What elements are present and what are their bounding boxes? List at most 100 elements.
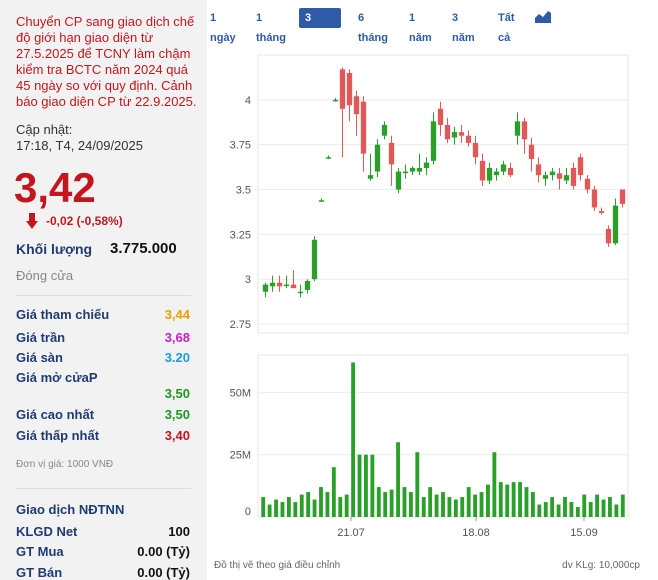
volume-bar bbox=[563, 497, 567, 517]
y-tick-label: 50M bbox=[230, 387, 251, 399]
area-chart-icon[interactable] bbox=[535, 9, 551, 23]
volume-bar bbox=[428, 487, 433, 517]
candle-body bbox=[395, 171, 402, 190]
candle-body bbox=[479, 160, 486, 181]
update-label: Cập nhật: bbox=[16, 122, 73, 137]
volume-value: 3.775.000 bbox=[110, 240, 177, 257]
candle-body bbox=[409, 167, 416, 172]
volume-bar bbox=[550, 497, 555, 517]
volume-bar bbox=[511, 482, 516, 517]
candle-body bbox=[493, 171, 500, 176]
tab-period[interactable]: 3 năm bbox=[452, 12, 475, 44]
candle-body bbox=[556, 173, 563, 179]
candle-body bbox=[528, 144, 535, 160]
volume-bar bbox=[408, 492, 413, 517]
tab-period[interactable]: 3 tháng bbox=[299, 8, 341, 44]
y-tick-label: 3.25 bbox=[230, 229, 251, 241]
foreign-value: 0.00 (Tỷ) bbox=[137, 544, 190, 559]
volume-bar bbox=[325, 492, 330, 517]
candle-body bbox=[332, 99, 339, 102]
y-tick-label: 3.5 bbox=[236, 185, 251, 197]
volume-bar bbox=[447, 497, 452, 517]
candle-body bbox=[430, 121, 437, 161]
candle-body bbox=[612, 205, 619, 244]
candle-body bbox=[318, 200, 325, 202]
candle-body bbox=[542, 175, 549, 179]
divider bbox=[16, 295, 191, 296]
candle-body bbox=[283, 284, 290, 287]
volume-bar bbox=[421, 497, 426, 517]
volume-bar bbox=[614, 504, 619, 517]
candle-body bbox=[563, 175, 570, 181]
stat-value: 3.20 bbox=[164, 350, 190, 365]
chart-footnote: Đồ thị vẽ theo giá điều chỉnh bbox=[214, 560, 341, 571]
volume-bar bbox=[415, 452, 420, 517]
volume-bar bbox=[299, 494, 304, 517]
foreign-title: Giao dịch NĐTNN bbox=[16, 502, 125, 517]
candle-body bbox=[360, 101, 367, 154]
candle-body bbox=[381, 124, 388, 136]
y-tick-label: 2.75 bbox=[230, 319, 251, 331]
candle-body bbox=[514, 121, 521, 136]
tab-period[interactable]: 1 ngày bbox=[210, 12, 236, 44]
candle-body bbox=[262, 284, 269, 292]
candle-body bbox=[416, 167, 423, 172]
volume-bar bbox=[402, 487, 407, 517]
candle-body bbox=[367, 175, 374, 179]
volume-bar bbox=[608, 497, 612, 517]
stat-value: 3,68 bbox=[164, 330, 190, 345]
candle-body bbox=[591, 189, 598, 208]
stat-value: 3,50 bbox=[164, 407, 190, 422]
volume-bar bbox=[543, 502, 548, 517]
volume-bar bbox=[460, 497, 465, 517]
volume-bar bbox=[357, 454, 362, 517]
candle-body bbox=[598, 211, 605, 213]
volume-bar bbox=[274, 499, 278, 517]
candle-body bbox=[549, 171, 556, 176]
stat-label: Giá cao nhất bbox=[16, 407, 95, 422]
candle-body bbox=[374, 144, 381, 172]
candle-body bbox=[423, 162, 430, 168]
tab-period[interactable]: 1 tháng bbox=[256, 12, 286, 44]
stat-label: Giá sàn bbox=[16, 350, 63, 365]
stat-label: Giá trần bbox=[16, 330, 66, 345]
candle-body bbox=[388, 142, 395, 165]
candle-body bbox=[269, 282, 276, 287]
stat-value: 3,50 bbox=[164, 386, 190, 401]
tab-period[interactable]: Tất cả bbox=[498, 12, 515, 44]
divider bbox=[16, 488, 191, 489]
candle-body bbox=[535, 164, 542, 176]
volume-bar bbox=[280, 502, 285, 517]
candle-body bbox=[507, 167, 514, 176]
candle-body bbox=[325, 157, 332, 159]
volume-bar bbox=[351, 362, 356, 517]
stat-label: Giá thấp nhất bbox=[16, 428, 100, 443]
volume-bar bbox=[306, 492, 311, 517]
candle-body bbox=[472, 142, 479, 158]
candle-body bbox=[304, 280, 311, 290]
stat-label: Giá tham chiếu bbox=[16, 307, 110, 322]
y-tick-label: 25M bbox=[230, 450, 251, 462]
volume-bar bbox=[595, 494, 600, 517]
candle-body bbox=[290, 284, 297, 289]
volume-bar bbox=[498, 482, 503, 517]
x-tick-label: 18.08 bbox=[462, 527, 490, 539]
volume-bar bbox=[492, 452, 497, 517]
foreign-label: GT Bán bbox=[16, 565, 63, 580]
tab-period[interactable]: 1 năm bbox=[409, 12, 432, 44]
volume-bar bbox=[370, 454, 375, 517]
volume-bar bbox=[582, 494, 587, 517]
candle-body bbox=[346, 72, 353, 106]
volume-bar bbox=[479, 492, 484, 517]
update-time: 17:18, T4, 24/09/2025 bbox=[16, 138, 143, 153]
tab-period[interactable]: 6 tháng bbox=[358, 12, 388, 44]
volume-bar bbox=[505, 484, 510, 517]
y-tick-label: 3 bbox=[245, 274, 251, 286]
volume-label: Khối lượng bbox=[16, 241, 93, 257]
candle-body bbox=[444, 124, 451, 140]
volume-bar bbox=[331, 467, 336, 517]
y-tick-label: 4 bbox=[245, 95, 251, 107]
y-tick-label: 3.75 bbox=[230, 140, 251, 152]
volume-bar bbox=[396, 442, 400, 517]
candle-body bbox=[577, 157, 584, 176]
